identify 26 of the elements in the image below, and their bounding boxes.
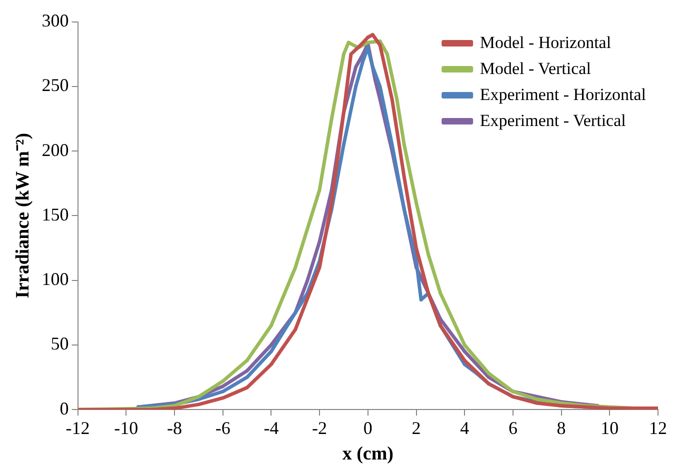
x-tick-label: -4 xyxy=(264,418,279,438)
x-axis-title: x (cm) xyxy=(342,444,394,465)
y-tick-label: 250 xyxy=(42,75,69,96)
y-tick-label: 0 xyxy=(60,398,69,418)
y-tick-label: 100 xyxy=(42,269,69,290)
x-tick-label: -2 xyxy=(312,418,328,438)
legend-label: Experiment - Horizontal xyxy=(480,84,646,104)
y-tick-label: 50 xyxy=(50,334,69,354)
y-axis-title: Irradiance (kW m⁻²) xyxy=(12,132,34,298)
x-tick-label: -8 xyxy=(167,418,182,438)
y-tick-label: 300 xyxy=(42,10,69,31)
x-tick-label: 0 xyxy=(363,418,372,438)
x-tick-label: 4 xyxy=(460,418,470,438)
legend-label: Model - Vertical xyxy=(480,58,592,78)
legend-label: Experiment - Vertical xyxy=(480,110,626,130)
x-tick-label: 10 xyxy=(600,418,619,438)
legend-label: Model - Horizontal xyxy=(480,32,612,52)
x-tick-label: 6 xyxy=(508,418,518,438)
x-tick-label: 8 xyxy=(556,418,566,438)
x-tick-label: 2 xyxy=(412,418,421,438)
x-tick-label: -10 xyxy=(114,418,138,438)
x-tick-label: -12 xyxy=(66,418,90,438)
y-tick-label: 200 xyxy=(42,140,69,160)
x-tick-label: 12 xyxy=(649,418,667,438)
x-tick-label: -6 xyxy=(215,418,230,438)
y-tick-label: 150 xyxy=(42,204,69,224)
